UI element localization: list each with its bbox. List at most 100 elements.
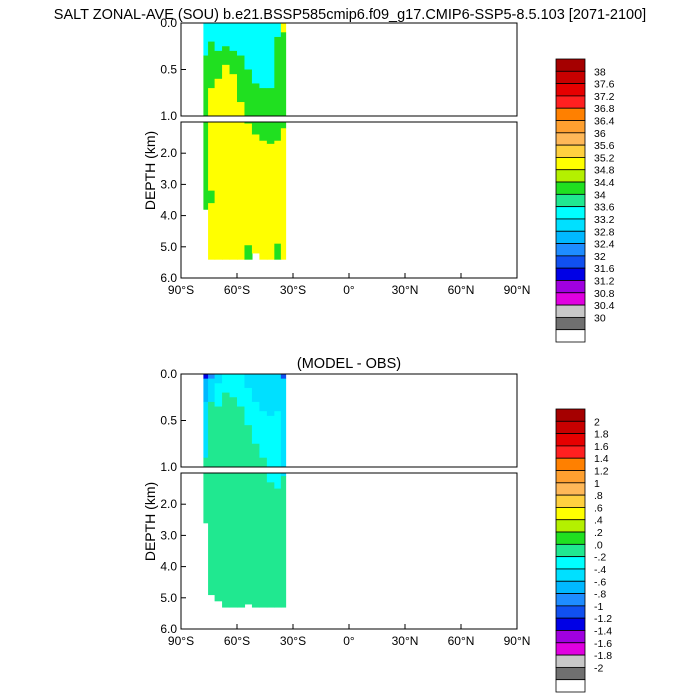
colorbar-swatch [555,433,586,447]
field-cell [251,473,260,608]
colorbar-label: .0 [594,539,603,551]
field-cell [266,23,275,89]
field-cell [259,122,268,142]
colorbar-label: .4 [594,515,603,527]
x-tick-label: 60°S [224,634,250,648]
colorbar-label: 1.6 [594,441,609,453]
colorbar-swatch [555,507,586,521]
field-cell [229,74,238,117]
colorbar-label: 31.6 [594,263,615,275]
field-cell [208,41,216,89]
field-cell [222,23,231,47]
colorbar-label: 36 [594,128,606,140]
field-cell [274,23,282,38]
field-cell [251,374,260,403]
colorbar-swatch [555,457,586,471]
colorbar-swatch [555,543,586,558]
field-cell [266,88,275,117]
colorbar-swatch [555,107,586,121]
colorbar-label: 1.4 [594,453,609,465]
colorbar-label: 2 [594,416,600,428]
colorbar-swatch [555,556,586,570]
field-cell [280,378,287,468]
colorbar-swatch [555,519,586,533]
field-cell [203,55,209,117]
colorbar-label: 35.2 [594,152,615,164]
y-tick-label: 0.5 [160,414,177,428]
colorbar-label: .8 [594,490,603,502]
field-cell [208,473,216,596]
colorbar-swatch [555,630,586,644]
field-cell [214,23,223,52]
field-cell [274,473,282,489]
field-cell [280,122,287,129]
colorbar-swatch [555,316,586,331]
colorbar-swatch [555,593,586,607]
field-cell [244,425,253,468]
field-cell [208,378,216,403]
colorbar-label: -.6 [594,576,606,588]
colorbar-swatch [555,157,586,171]
colorbar-swatch [555,617,586,631]
field-cell [274,374,282,412]
colorbar-label: 32.8 [594,226,615,238]
y-tick-label: 5.0 [160,240,177,254]
field-cell [280,32,287,117]
field-cell [237,55,246,103]
x-tick-label: 60°S [224,283,250,297]
field-cell [208,203,216,260]
colorbar-swatch [555,531,586,545]
field-cell [259,88,268,117]
colorbar-swatch [555,580,586,594]
colorbar-label: -1 [594,601,603,613]
field-cell [208,122,216,192]
y-tick-label: 0.0 [160,367,177,381]
field-cells [203,374,287,608]
colorbar-swatch [555,329,586,343]
colorbar-swatch [555,679,586,693]
field-cell [259,23,268,89]
colorbar-swatch [555,304,586,318]
field-cell [229,397,238,468]
field-cell [229,122,238,260]
colorbar-label: 37.6 [594,79,615,91]
field-cells [203,23,287,260]
field-cell [251,401,260,445]
field-cell [259,457,268,468]
field-cell [214,406,223,468]
colorbar-label: 1 [594,478,600,490]
colorbar-swatch [555,568,586,582]
colorbar-swatch [555,243,586,257]
x-tick-label: 90°S [168,283,194,297]
colorbar-swatch [555,654,586,668]
x-tick-label: 90°N [504,634,531,648]
field-cell [274,411,282,468]
field-cell [237,23,246,56]
colorbar: 3837.637.236.836.43635.635.234.834.43433… [555,58,615,343]
field-cell [244,245,253,260]
colorbar-label: 35.6 [594,140,615,152]
field-cell [222,122,231,260]
field-cell [280,476,287,608]
colorbar-label: -.2 [594,552,606,564]
field-cell [229,473,238,608]
colorbar-swatch [555,445,586,459]
colorbar-swatch [555,255,586,269]
field-cell [229,374,238,398]
x-tick-label: 90°S [168,634,194,648]
colorbar-swatch [555,420,586,435]
field-cell [251,122,260,135]
field-cell [244,473,253,605]
panel-model-minus-obs: (MODEL - OBS) 0.00.51.02.03.04.05.06.090… [142,356,612,693]
field-cell [208,374,216,380]
field-cell [266,374,275,417]
colorbar-swatch [555,206,586,220]
field-cell [203,23,209,56]
y-tick-label: 6.0 [160,271,177,285]
colorbar-label: 34 [594,189,606,201]
colorbar-label: -2 [594,662,603,674]
x-tick-label: 30°S [280,283,306,297]
colorbar-label: 30.4 [594,300,615,312]
y-tick-label: 2.0 [160,497,177,511]
field-cell [259,473,268,608]
